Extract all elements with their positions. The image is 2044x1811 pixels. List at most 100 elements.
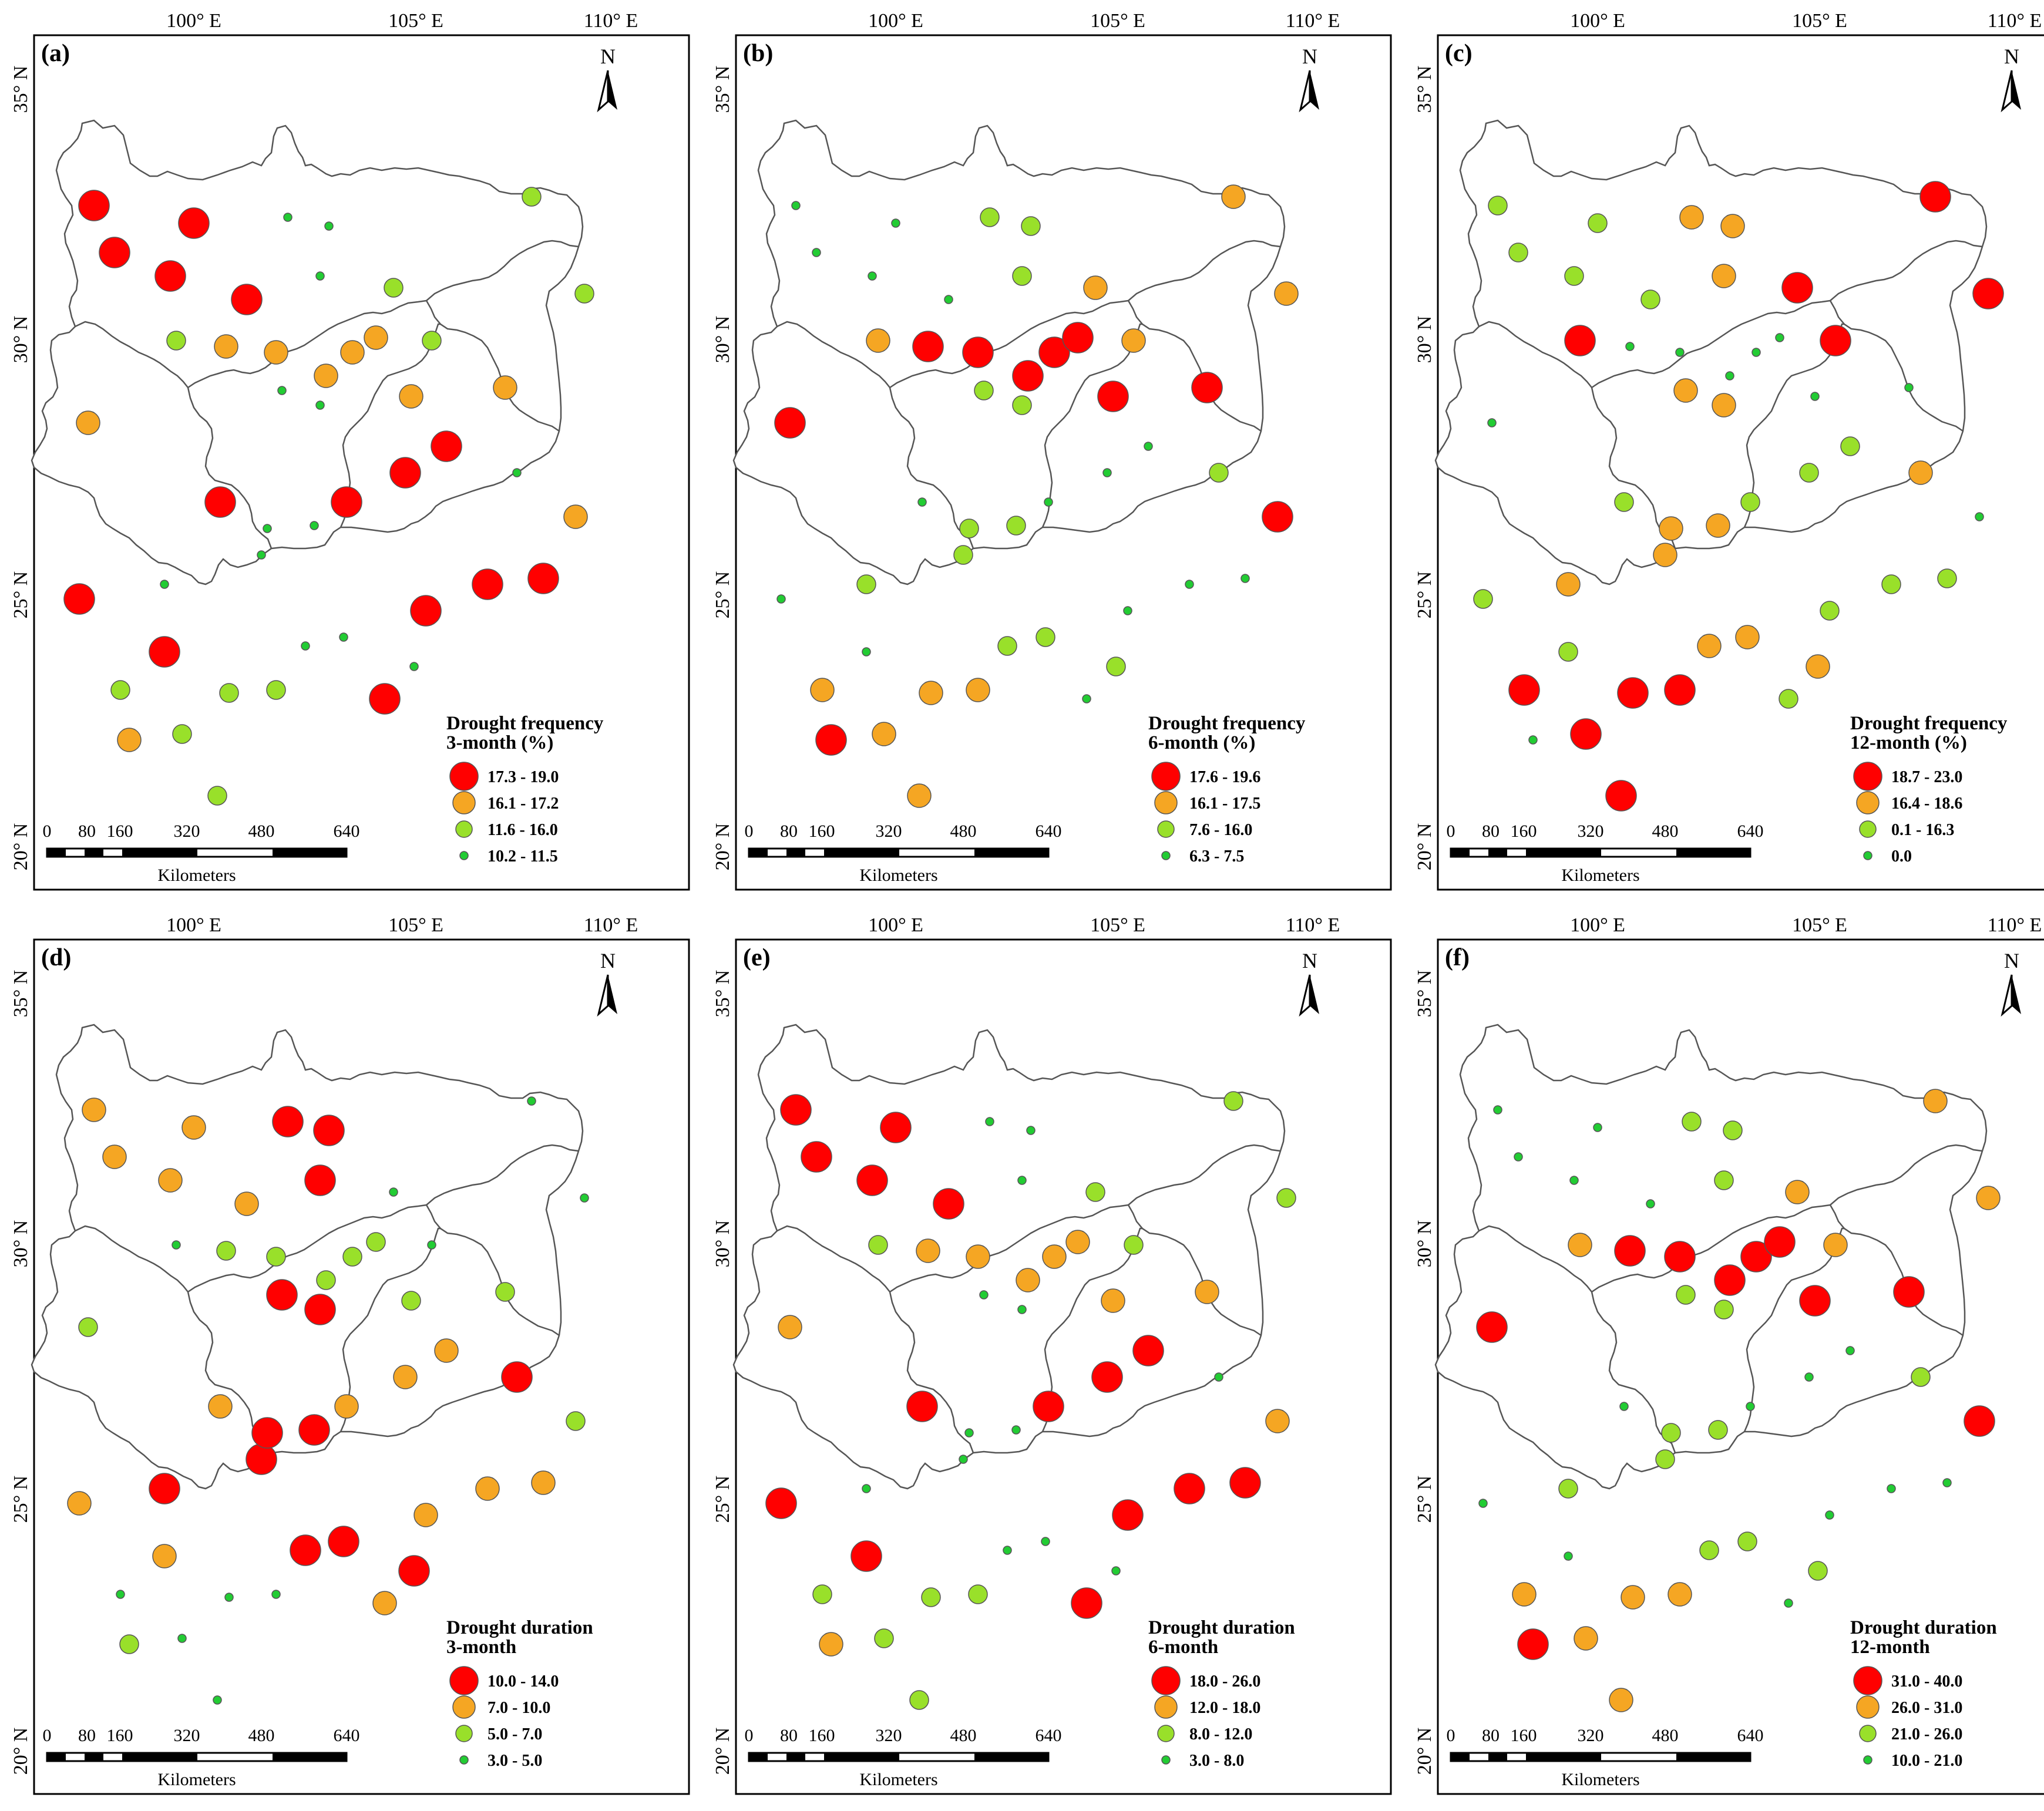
- latitude-label: 35° N: [712, 66, 734, 113]
- station-marker: [880, 1112, 912, 1143]
- station-marker: [1012, 360, 1044, 392]
- station-marker: [1558, 642, 1578, 662]
- station-marker: [1675, 348, 1685, 357]
- scale-unit-label: Kilometers: [157, 1770, 236, 1789]
- station-marker: [1735, 625, 1760, 649]
- station-marker: [1517, 1628, 1549, 1660]
- legend-label: 3.0 - 8.0: [1189, 1752, 1244, 1770]
- longitude-label: 110° E: [584, 914, 638, 936]
- station-marker: [1276, 1188, 1296, 1208]
- station-marker: [263, 524, 272, 533]
- station-marker: [933, 1188, 964, 1220]
- station-marker: [177, 1634, 187, 1643]
- station-marker: [1556, 572, 1581, 597]
- longitude-label: 105° E: [1792, 10, 1847, 32]
- station-marker: [912, 331, 944, 362]
- station-marker: [181, 1115, 206, 1140]
- station-marker: [1942, 1478, 1952, 1487]
- station-marker: [815, 724, 847, 756]
- station-marker: [1972, 278, 2004, 309]
- scale-tick-label: 0: [43, 822, 52, 841]
- legend-label: 8.0 - 12.0: [1189, 1725, 1252, 1743]
- station-marker: [906, 1391, 938, 1422]
- station-marker: [324, 221, 334, 231]
- station-marker: [1904, 383, 1914, 392]
- panel-label: (f): [1445, 944, 1470, 971]
- station-marker: [921, 1587, 941, 1607]
- panel-c: 100° E 105° E 110° E 35° N 30° N 25° N 20° N (c…: [1414, 10, 2044, 891]
- station-marker: [172, 1240, 181, 1250]
- legend-label: 10.0 - 21.0: [1891, 1752, 1962, 1770]
- station-marker: [1617, 677, 1649, 709]
- legend-label: 7.0 - 10.0: [488, 1699, 550, 1717]
- station-marker: [1016, 1268, 1040, 1292]
- station-marker: [1712, 264, 1736, 288]
- panel-label: (a): [41, 40, 70, 67]
- station-marker: [316, 1270, 336, 1290]
- legend-subtitle: 12-month (%): [1850, 732, 1967, 753]
- longitude-label: 110° E: [1286, 10, 1340, 32]
- station-marker: [1653, 543, 1677, 567]
- station-marker: [1714, 1300, 1734, 1319]
- scale-unit-label: Kilometers: [1561, 866, 1639, 885]
- station-marker: [856, 1164, 888, 1196]
- station-marker: [277, 386, 287, 395]
- station-marker: [1026, 1126, 1036, 1135]
- station-marker: [966, 1244, 990, 1269]
- scale-tick-label: 640: [1737, 1726, 1764, 1745]
- station-marker: [979, 1290, 989, 1300]
- station-marker: [1964, 1405, 1995, 1437]
- station-marker: [1712, 393, 1736, 418]
- station-marker: [298, 1414, 330, 1446]
- station-marker: [207, 786, 227, 806]
- station-marker: [1668, 1582, 1692, 1607]
- station-marker: [1124, 1235, 1144, 1255]
- legend-subtitle: 6-month: [1148, 1637, 1218, 1658]
- station-marker: [158, 1168, 183, 1193]
- station-marker: [409, 662, 419, 671]
- station-marker: [1038, 336, 1070, 368]
- station-marker: [1209, 463, 1229, 483]
- legend-swatch: [1154, 791, 1178, 814]
- longitude-label: 100° E: [166, 914, 221, 936]
- stations: [1473, 181, 2004, 812]
- station-marker: [1062, 322, 1094, 354]
- station-marker: [868, 1235, 888, 1255]
- stations: [774, 184, 1299, 808]
- station-marker: [1221, 184, 1246, 209]
- station-marker: [1044, 497, 1053, 507]
- station-marker: [1191, 372, 1223, 403]
- station-marker: [1123, 606, 1132, 615]
- scale-tick-label: 640: [1737, 822, 1764, 841]
- station-marker: [1659, 516, 1683, 541]
- station-marker: [1779, 689, 1798, 709]
- legend-swatch: [1863, 1755, 1872, 1765]
- station-marker: [154, 260, 186, 292]
- panels-layer: 100° E 105° E 110° E 35° N 30° N 25° N 20° N (a…: [10, 10, 2044, 1795]
- legend-label: 12.0 - 18.0: [1189, 1699, 1260, 1717]
- station-marker: [1065, 1230, 1090, 1254]
- station-marker: [1799, 1285, 1831, 1317]
- legend-swatch: [1161, 851, 1171, 860]
- station-marker: [1041, 1537, 1050, 1546]
- station-marker: [1229, 1467, 1261, 1499]
- station-marker: [862, 647, 871, 657]
- station-marker: [968, 1584, 988, 1604]
- stations: [765, 1091, 1296, 1710]
- station-marker: [1262, 501, 1293, 533]
- station-marker: [1012, 395, 1032, 415]
- station-marker: [527, 563, 559, 594]
- longitude-label: 110° E: [1988, 10, 2042, 32]
- stations: [1476, 1089, 2001, 1712]
- legend-swatch: [1157, 1725, 1175, 1742]
- station-marker: [410, 595, 442, 627]
- legend-subtitle: 12-month: [1850, 1637, 1930, 1658]
- station-marker: [1751, 348, 1761, 357]
- station-marker: [313, 1115, 345, 1146]
- station-marker: [266, 680, 286, 700]
- station-marker: [1714, 1170, 1734, 1190]
- station-marker: [110, 680, 130, 700]
- station-marker: [1564, 266, 1584, 286]
- north-label: N: [1302, 45, 1317, 68]
